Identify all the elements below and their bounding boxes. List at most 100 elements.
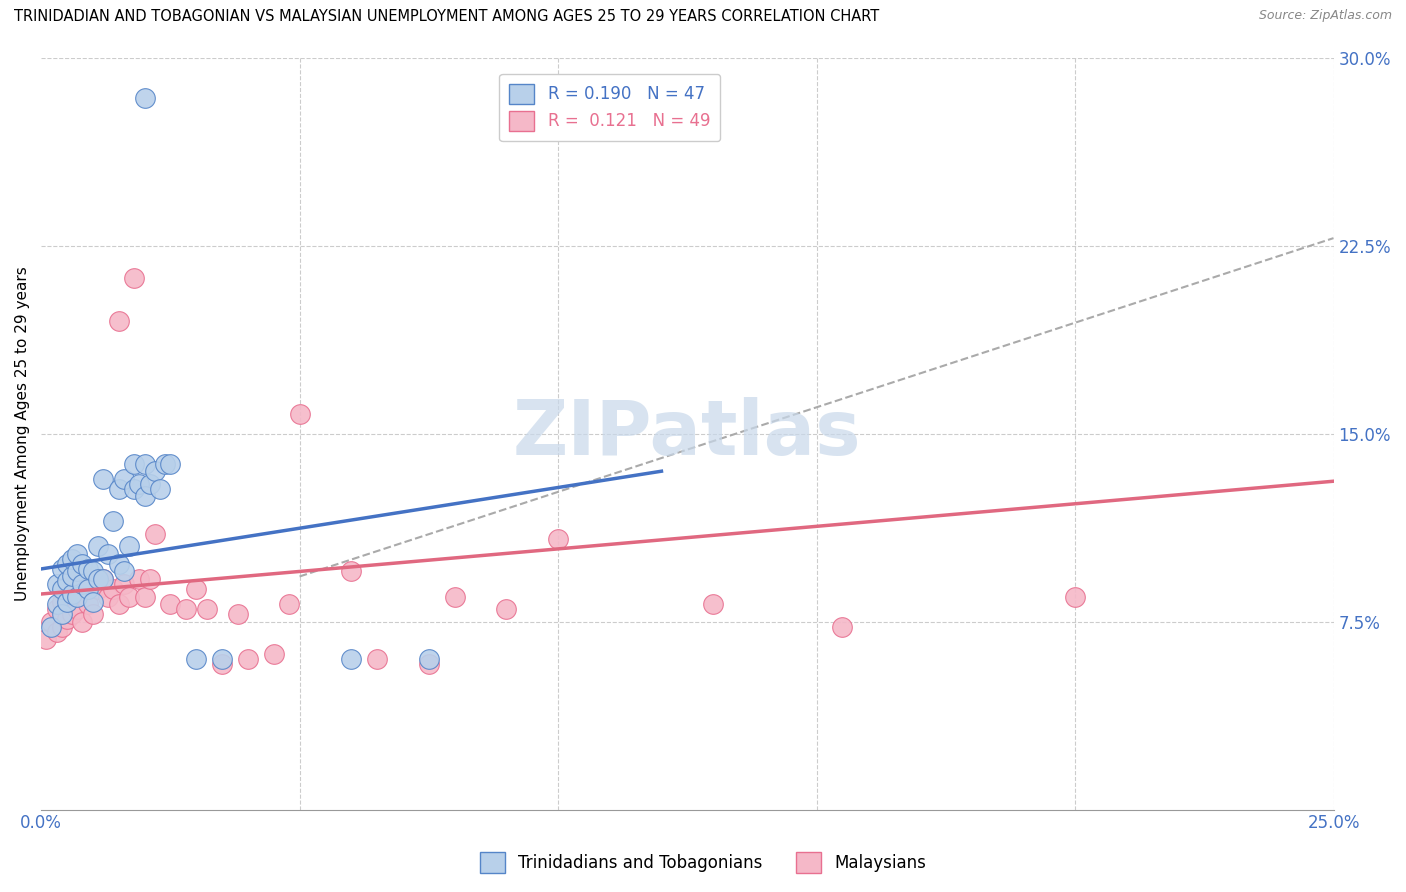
Point [195, 602, 218, 616]
Point [211, 657, 233, 672]
Point [107, 314, 129, 328]
Point [418, 657, 440, 672]
Point [263, 647, 285, 661]
Point [122, 482, 145, 496]
Point [45, 624, 67, 639]
Point [495, 602, 517, 616]
Point [97, 590, 120, 604]
Point [159, 457, 181, 471]
Point [107, 597, 129, 611]
Point [56, 612, 79, 626]
Point [82, 594, 104, 608]
Text: ZIPatlas: ZIPatlas [513, 397, 862, 471]
Point [91, 572, 114, 586]
Point [153, 457, 176, 471]
Point [91, 472, 114, 486]
Point [72, 577, 94, 591]
Legend: R = 0.190   N = 47, R =  0.121   N = 49: R = 0.190 N = 47, R = 0.121 N = 49 [499, 73, 720, 141]
Point [278, 597, 301, 611]
Point [107, 482, 129, 496]
Point [107, 557, 129, 571]
Point [366, 652, 388, 666]
Point [60, 587, 83, 601]
Point [66, 547, 89, 561]
Text: Source: ZipAtlas.com: Source: ZipAtlas.com [1258, 9, 1392, 22]
Point [186, 652, 208, 666]
Point [418, 652, 440, 666]
Point [112, 472, 135, 486]
Point [41, 619, 63, 633]
Point [51, 582, 73, 596]
Point [82, 607, 104, 621]
Point [149, 482, 172, 496]
Point [288, 407, 311, 421]
Point [76, 562, 98, 576]
Point [134, 91, 156, 105]
Point [66, 590, 89, 604]
Point [1064, 590, 1087, 604]
Point [51, 562, 73, 576]
Point [51, 607, 73, 621]
Point [56, 557, 79, 571]
Point [443, 590, 465, 604]
Point [60, 569, 83, 583]
Point [76, 597, 98, 611]
Point [97, 547, 120, 561]
Point [45, 602, 67, 616]
Point [91, 572, 114, 586]
Point [103, 582, 125, 596]
Point [236, 652, 259, 666]
Point [56, 594, 79, 608]
Point [122, 457, 145, 471]
Point [103, 514, 125, 528]
Point [72, 582, 94, 596]
Point [82, 565, 104, 579]
Point [138, 476, 160, 491]
Point [340, 652, 363, 666]
Point [66, 565, 89, 579]
Point [174, 602, 197, 616]
Point [547, 532, 569, 546]
Point [72, 615, 94, 629]
Point [60, 607, 83, 621]
Point [128, 476, 150, 491]
Point [118, 590, 141, 604]
Point [51, 619, 73, 633]
Y-axis label: Unemployment Among Ages 25 to 29 years: Unemployment Among Ages 25 to 29 years [15, 266, 30, 601]
Point [831, 619, 853, 633]
Point [128, 572, 150, 586]
Point [51, 594, 73, 608]
Point [87, 572, 110, 586]
Point [211, 652, 233, 666]
Point [41, 615, 63, 629]
Point [340, 565, 363, 579]
Point [138, 572, 160, 586]
Point [112, 565, 135, 579]
Point [82, 577, 104, 591]
Point [186, 582, 208, 596]
Point [702, 597, 724, 611]
Point [76, 582, 98, 596]
Point [60, 552, 83, 566]
Point [66, 577, 89, 591]
Point [134, 457, 156, 471]
Legend: Trinidadians and Tobagonians, Malaysians: Trinidadians and Tobagonians, Malaysians [474, 846, 932, 880]
Text: TRINIDADIAN AND TOBAGONIAN VS MALAYSIAN UNEMPLOYMENT AMONG AGES 25 TO 29 YEARS C: TRINIDADIAN AND TOBAGONIAN VS MALAYSIAN … [14, 9, 879, 24]
Point [159, 597, 181, 611]
Point [66, 602, 89, 616]
Point [45, 597, 67, 611]
Point [134, 489, 156, 503]
Point [87, 540, 110, 554]
Point [226, 607, 249, 621]
Point [35, 632, 58, 646]
Point [56, 590, 79, 604]
Point [122, 271, 145, 285]
Point [60, 582, 83, 596]
Point [72, 557, 94, 571]
Point [87, 582, 110, 596]
Point [134, 590, 156, 604]
Point [56, 574, 79, 589]
Point [45, 577, 67, 591]
Point [143, 526, 166, 541]
Point [112, 577, 135, 591]
